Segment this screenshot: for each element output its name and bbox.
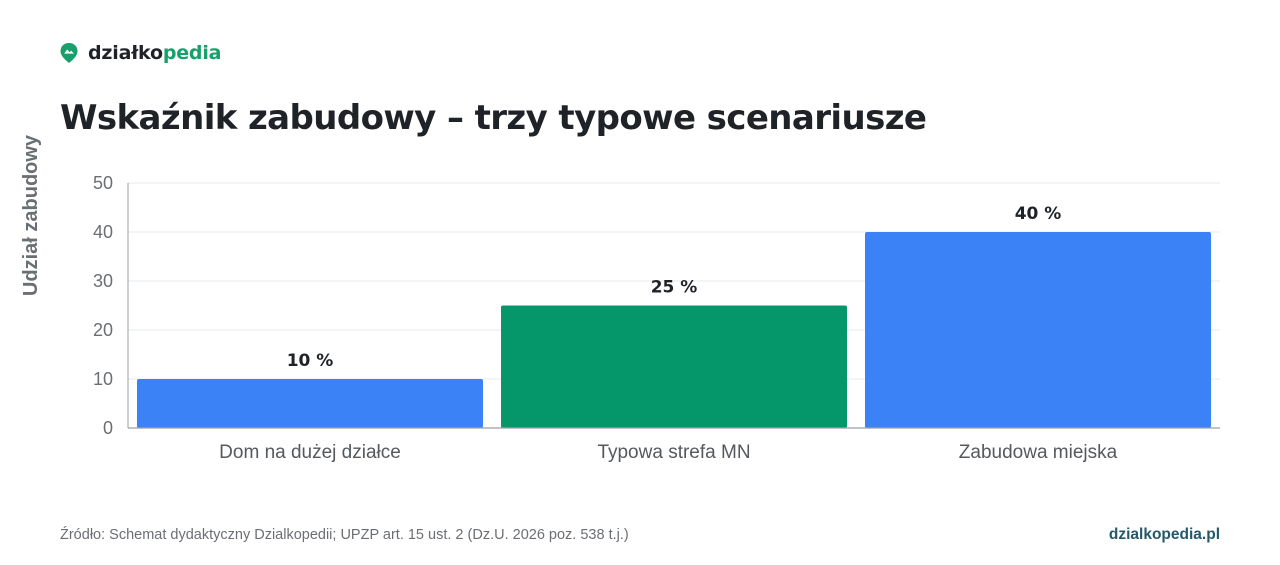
map-pin-icon [60, 43, 78, 63]
bar-value-label: 25 % [651, 278, 698, 298]
brand-logo[interactable]: działkopedia [59, 40, 221, 66]
brand-name: działkopedia [88, 42, 221, 64]
bar [865, 232, 1211, 428]
x-tick-label: Dom na dużej działce [219, 442, 401, 463]
bar [137, 379, 483, 428]
bar-value-label: 40 % [1015, 204, 1062, 224]
y-tick-label: 20 [93, 320, 113, 340]
brand-name-part1: działko [88, 42, 163, 64]
site-link[interactable]: dzialkopedia.pl [1108, 526, 1220, 543]
bar [501, 305, 847, 428]
y-tick-label: 0 [103, 418, 113, 438]
bar-value-label: 10 % [287, 351, 334, 371]
chart-title: Wskaźnik zabudowy – trzy typowe scenariu… [60, 98, 927, 138]
y-tick-label: 40 [93, 222, 113, 242]
y-tick-label: 50 [93, 173, 113, 193]
y-tick-label: 10 [93, 369, 113, 389]
x-tick-label: Typowa strefa MN [597, 442, 750, 463]
y-axis-label: Udział zabudowy [20, 134, 42, 296]
brand-name-part2: pedia [162, 42, 222, 64]
source-note: Źródło: Schemat dydaktyczny Dzialkopedii… [60, 527, 629, 543]
y-tick-label: 30 [93, 271, 113, 291]
x-tick-label: Zabudowa miejska [959, 442, 1118, 463]
